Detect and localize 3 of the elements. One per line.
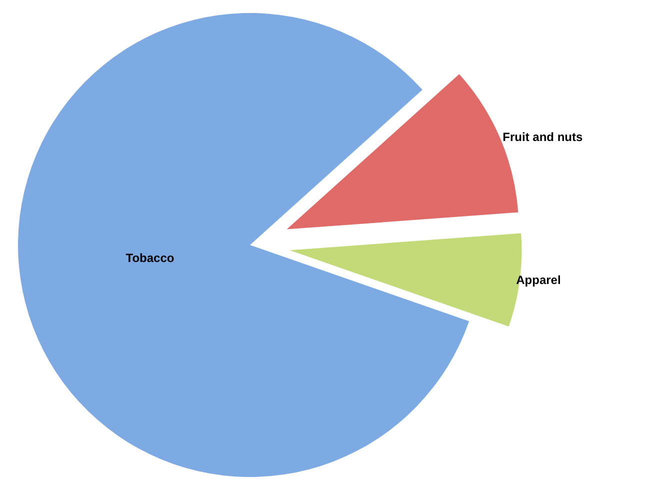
slice-label: Fruit and nuts — [502, 130, 583, 144]
slice-label: Apparel — [516, 273, 561, 288]
slice-label: Tobacco — [126, 251, 174, 265]
